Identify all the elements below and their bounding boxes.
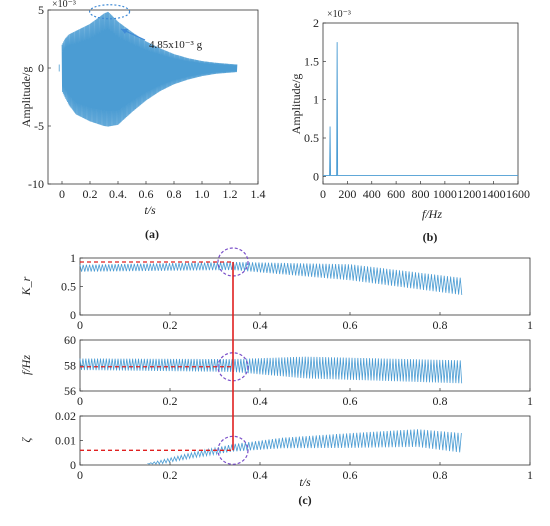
panel-b-label: (b) <box>423 230 438 244</box>
panel-b-x-tick-label: 600 <box>387 187 405 201</box>
panel-a-signal <box>61 11 238 127</box>
panel-b-x-tick-label: 1200 <box>457 187 481 201</box>
panel-a-annotation: 4.85x10⁻³ g <box>149 39 203 51</box>
panel-c-sub1-y-tick-label: 1 <box>70 251 76 265</box>
panel-c-sub2-x-tick-label: 0.6 <box>343 394 358 408</box>
panel-c-sub1-x-tick-label: 1 <box>527 318 533 332</box>
panel-c-sub1-x-tick-label: 0.2 <box>163 318 178 332</box>
panel-b-scale-note: ×10⁻³ <box>327 9 351 20</box>
panel-c-sub1-ylabel: K_r <box>19 276 33 296</box>
panel-b-x-tick-label: 1400 <box>482 187 506 201</box>
panel-a-y-tick-label: 0 <box>38 61 44 75</box>
panel-b-y-tick-label: 1 <box>313 93 319 107</box>
panel-b-y-tick-label: 0 <box>313 169 319 183</box>
panel-a-ylabel: Amplitude/g <box>19 67 33 128</box>
panel-c-sub3-axes <box>79 415 531 466</box>
panel-c-sub1-y-tick-label: 0.5 <box>61 280 76 294</box>
panel-c-sub1-y-tick-label: 0 <box>70 308 76 322</box>
panel-a-x-tick-label: 1.4 <box>251 187 266 201</box>
panel-b-x-tick-label: 1000 <box>433 187 457 201</box>
panel-c-sub3-x-tick-label: 0.2 <box>163 468 178 482</box>
panel-c-sub3-x-tick-label: 0.4 <box>253 468 268 482</box>
panel-c-sub2-ylabel: f/Hz <box>19 355 33 375</box>
panel-c-sub2-x-tick-label: 0.8 <box>433 394 448 408</box>
panel-c-sub3-x-tick-label: 0 <box>77 468 83 482</box>
panel-c-sub3-y-tick-label: 0.02 <box>55 409 76 423</box>
panel-c-sub1-x-tick-label: 0.6 <box>343 318 358 332</box>
panel-b-y-tick-label: 2 <box>313 16 319 30</box>
panel-a-arrowhead <box>121 29 128 34</box>
panel-c-label: (c) <box>298 493 311 507</box>
panel-a-x-tick-label: 1.0 <box>195 187 210 201</box>
panel-c-sub3-x-tick-label: 1 <box>527 468 533 482</box>
panel-c-sub3-ylabel: ζ <box>19 436 33 442</box>
panel-c-sub2-y-tick-label: 56 <box>64 384 76 398</box>
panel-c-sub2-x-tick-label: 0.4 <box>253 394 268 408</box>
panel-c-sub1-signal <box>79 261 463 295</box>
panel-a-x-tick-label: 0 <box>59 187 65 201</box>
panel-c-sub3-y-tick-label: 0 <box>70 458 76 472</box>
panel-c-xlabel: t/s <box>299 475 311 489</box>
panel-a-label: (a) <box>145 227 159 241</box>
panel-c-sub3-x-tick-label: 0.8 <box>433 468 448 482</box>
panel-c-sub2-signal <box>79 356 463 384</box>
panel-a-peak-circle <box>88 4 131 20</box>
panel-a-x-tick-label: 0.4. <box>109 187 127 201</box>
panel-a-scale-note: ×10⁻³ <box>52 0 76 10</box>
panel-c-sub1-x-tick-label: 0.8 <box>433 318 448 332</box>
panel-b-x-tick-label: 800 <box>412 187 430 201</box>
panel-a-x-tick-label: 0.2 <box>83 187 98 201</box>
panel-a-axes <box>47 9 259 185</box>
panel-c-sub2-x-tick-label: 0 <box>77 394 83 408</box>
panel-c-sub2-y-tick-label: 60 <box>64 333 76 347</box>
panel-b-x-tick-label: 0 <box>320 187 326 201</box>
panel-a-x-tick-label: 0.8 <box>167 187 182 201</box>
panel-b-axes <box>322 22 519 185</box>
panel-c-sub3-y-tick-label: 0.01 <box>55 434 76 448</box>
panel-c-sub1-x-tick-label: 0 <box>77 318 83 332</box>
panel-a-x-tick-label: 0.6 <box>139 187 154 201</box>
panel-b-x-tick-label: 200 <box>338 187 356 201</box>
panel-c-sub2-y-tick-label: 58 <box>64 359 76 373</box>
panel-a-x-tick-label: 1.2 <box>223 187 238 201</box>
panel-b-xlabel: f/Hz <box>422 207 442 221</box>
panel-c-sub2-x-tick-label: 1 <box>527 394 533 408</box>
panel-a-y-tick-label: 5 <box>38 3 44 17</box>
panel-c-sub2-x-tick-label: 0.2 <box>163 394 178 408</box>
panel-a-y-tick-label: -10 <box>28 177 44 191</box>
panel-b-y-tick-label: 1.5 <box>304 54 319 68</box>
panel-a-xlabel: t/s <box>144 203 156 217</box>
panel-b-ylabel: Amplitude/g <box>289 74 303 135</box>
panel-c-sub1-x-tick-label: 0.4 <box>253 318 268 332</box>
panel-b-spectrum <box>323 42 518 177</box>
panel-c-sub3-signal <box>147 429 462 465</box>
panel-c-sub3-x-tick-label: 0.6 <box>343 468 358 482</box>
panel-a-y-tick-label: -5 <box>34 119 44 133</box>
panel-b-y-tick-label: 0.5 <box>304 131 319 145</box>
panel-b-x-tick-label: 1600 <box>506 187 530 201</box>
panel-b-x-tick-label: 400 <box>363 187 381 201</box>
